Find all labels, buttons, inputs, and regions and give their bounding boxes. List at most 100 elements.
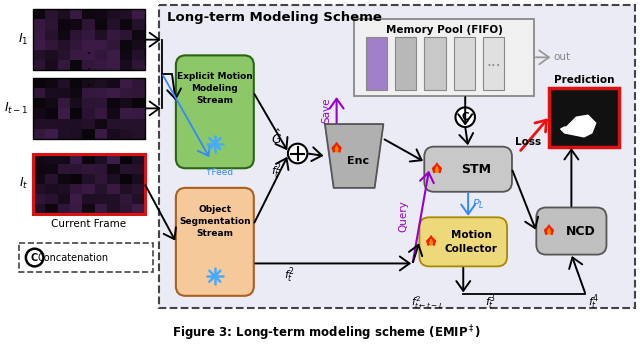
Bar [58, 154, 70, 164]
Bar [132, 154, 145, 164]
Text: ↑Feed: ↑Feed [204, 168, 234, 177]
Bar [83, 78, 95, 89]
Polygon shape [436, 166, 438, 172]
Bar [58, 129, 70, 139]
Bar [120, 184, 132, 194]
Bar [95, 119, 108, 129]
Bar [132, 98, 145, 109]
Bar [33, 40, 45, 50]
Bar [83, 154, 95, 164]
Bar [33, 9, 145, 70]
Bar [58, 78, 70, 89]
Bar [83, 88, 95, 99]
Bar [83, 40, 95, 50]
Bar [132, 164, 145, 174]
Bar [132, 119, 145, 129]
Text: C: C [31, 253, 38, 263]
Text: $P_L$: $P_L$ [472, 198, 484, 211]
Bar [454, 37, 475, 90]
Bar [83, 204, 95, 215]
Bar [132, 9, 145, 20]
Bar [83, 108, 95, 119]
Bar [33, 119, 45, 129]
Bar [120, 60, 132, 71]
Bar [70, 19, 83, 30]
Bar [70, 108, 83, 119]
Text: Current Frame: Current Frame [51, 219, 126, 229]
Bar [95, 194, 108, 205]
Bar [33, 50, 45, 61]
Bar [132, 50, 145, 61]
Text: C: C [461, 112, 469, 122]
Bar [549, 88, 619, 147]
Bar [132, 184, 145, 194]
Bar [120, 50, 132, 61]
Bar [132, 174, 145, 184]
Text: Stream: Stream [196, 228, 234, 237]
Bar [120, 98, 132, 109]
Bar [58, 88, 70, 99]
Bar [33, 164, 45, 174]
Bar [45, 194, 58, 205]
Polygon shape [545, 225, 554, 235]
Bar [45, 154, 58, 164]
Bar [45, 98, 58, 109]
Text: NCD: NCD [566, 225, 596, 238]
Bar [33, 154, 145, 215]
Polygon shape [433, 163, 442, 173]
Bar [483, 37, 504, 90]
Bar [120, 129, 132, 139]
Bar [33, 19, 45, 30]
Bar [395, 37, 417, 90]
Bar [120, 9, 132, 20]
Bar [33, 194, 45, 205]
Bar [33, 108, 45, 119]
Bar [120, 119, 132, 129]
Text: $f_{t\leftarrow t-L}^2$: $f_{t\leftarrow t-L}^2$ [411, 294, 444, 311]
Bar [58, 108, 70, 119]
FancyBboxPatch shape [536, 208, 607, 255]
Bar [132, 129, 145, 139]
Bar [33, 98, 45, 109]
Bar [120, 88, 132, 99]
Text: $f_t^3$: $f_t^3$ [485, 293, 496, 312]
Text: Save: Save [322, 97, 332, 122]
Bar [58, 40, 70, 50]
Bar [159, 5, 635, 308]
Text: Collector: Collector [445, 244, 497, 254]
Bar [120, 204, 132, 215]
Bar [58, 60, 70, 71]
Bar [33, 154, 45, 164]
Bar [83, 129, 95, 139]
Text: out: out [553, 52, 570, 62]
Bar [45, 78, 58, 89]
Bar [33, 9, 45, 20]
Bar [95, 154, 108, 164]
Text: Segmentation: Segmentation [179, 217, 251, 226]
Bar [120, 194, 132, 205]
Bar [108, 29, 120, 40]
Bar [83, 60, 95, 71]
Bar [95, 88, 108, 99]
Bar [108, 40, 120, 50]
Bar [95, 204, 108, 215]
Bar [108, 204, 120, 215]
Text: Query: Query [399, 200, 409, 232]
Bar [120, 154, 132, 164]
Text: $I_1$: $I_1$ [19, 32, 29, 47]
Bar [108, 50, 120, 61]
Text: Motion: Motion [451, 230, 492, 240]
Bar [70, 129, 83, 139]
Bar [83, 119, 95, 129]
Bar [45, 164, 58, 174]
Bar [45, 174, 58, 184]
Bar [33, 174, 45, 184]
Bar [70, 50, 83, 61]
Bar [108, 78, 120, 89]
Polygon shape [430, 239, 433, 245]
Bar [70, 184, 83, 194]
Bar [83, 194, 95, 205]
Bar [58, 29, 70, 40]
Bar [58, 50, 70, 61]
Bar [83, 174, 95, 184]
